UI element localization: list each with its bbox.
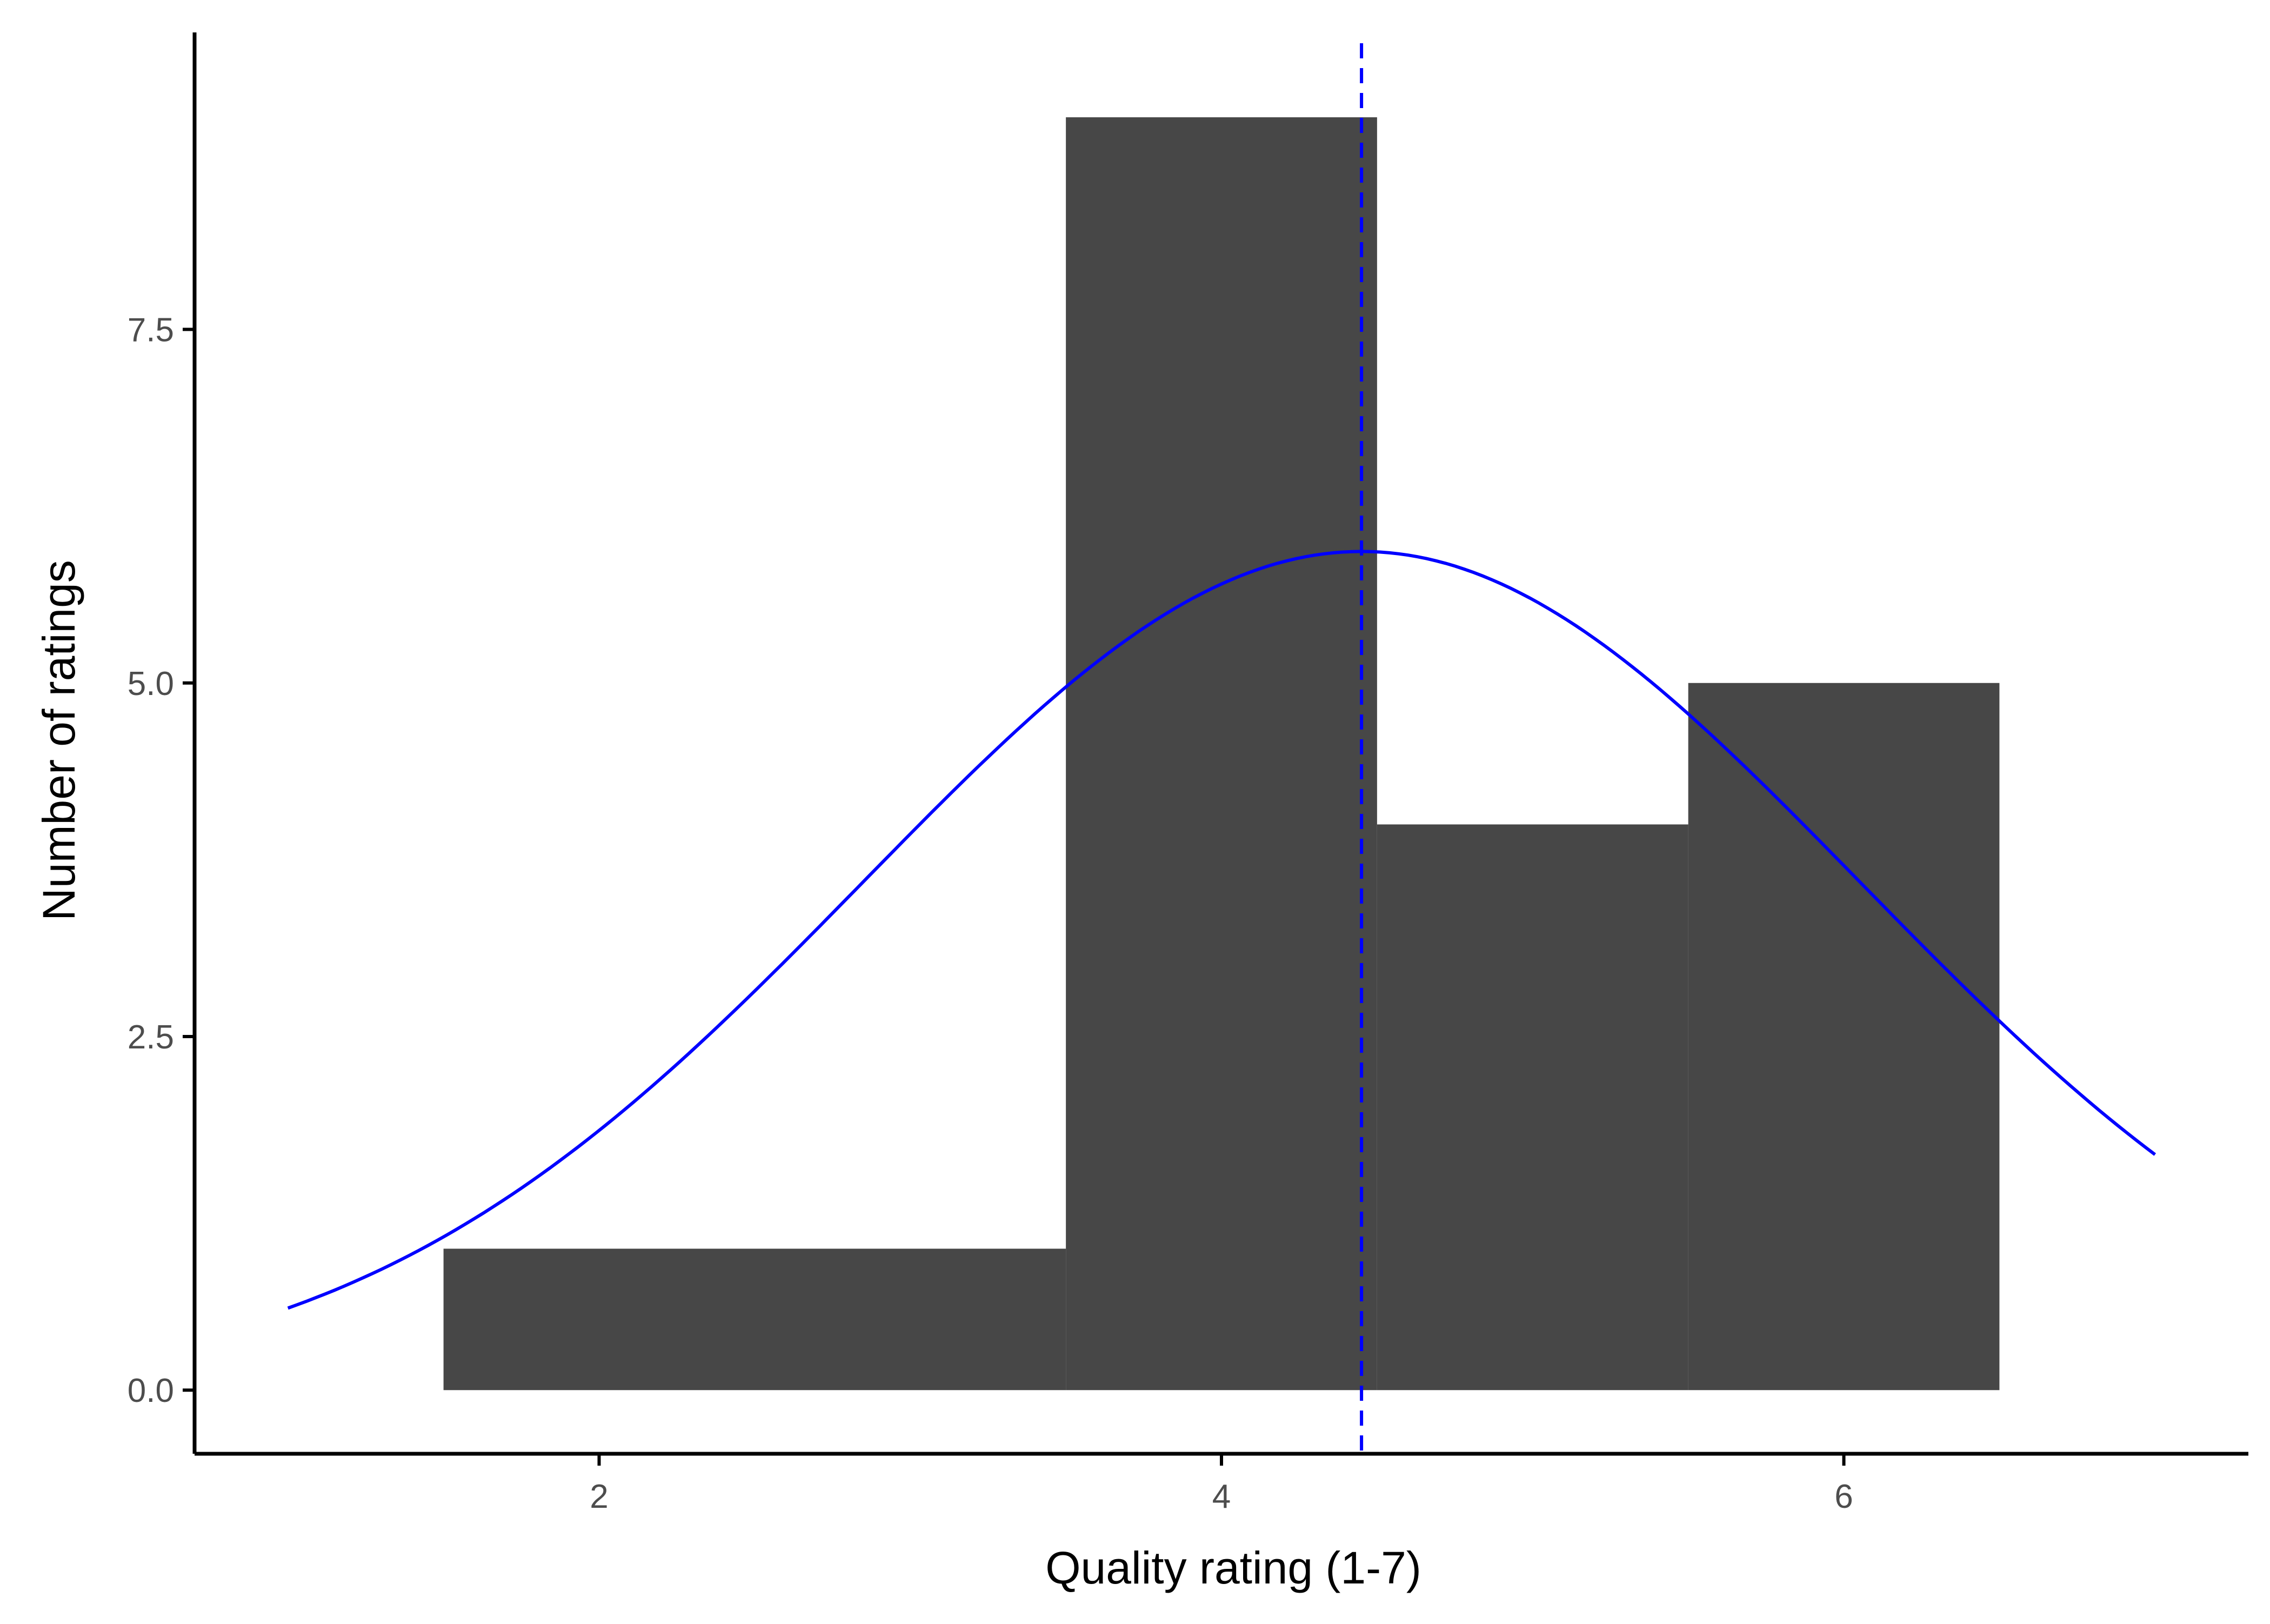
bars-layer xyxy=(443,117,2000,1391)
histogram-bar-3 xyxy=(1377,824,1688,1391)
y-tick-label: 2.5 xyxy=(128,1019,174,1056)
y-tick-label: 5.0 xyxy=(128,665,174,703)
normal-density-curve xyxy=(287,550,2156,1310)
histogram-bar-2 xyxy=(1066,117,1377,1391)
x-tick-label: 4 xyxy=(1212,1478,1231,1515)
y-tick-label: 0.0 xyxy=(128,1372,174,1409)
histogram-bar-4 xyxy=(1688,683,2000,1391)
histogram-bar-1 xyxy=(443,1248,1066,1391)
curve-layer xyxy=(287,550,2156,1310)
x-tick-label: 2 xyxy=(590,1478,608,1515)
x-tick-label: 6 xyxy=(1834,1478,1853,1515)
y-tick-label: 7.5 xyxy=(128,312,174,349)
x-axis-title: Quality rating (1-7) xyxy=(1045,1542,1421,1593)
y-axis-title: Number of ratings xyxy=(34,560,84,921)
ticks-layer: 2 4 6 0.0 2.5 5.0 7.5 xyxy=(128,312,1853,1515)
